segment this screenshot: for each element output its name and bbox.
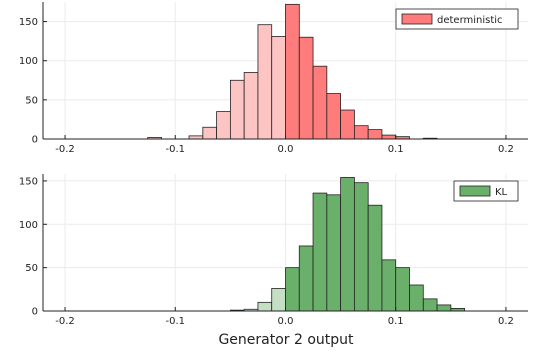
histogram-bar xyxy=(216,111,231,140)
x-tick-label: 0.0 xyxy=(278,316,294,327)
x-axis-label: Generator 2 output xyxy=(218,332,354,348)
y-tick-label: 0 xyxy=(32,135,38,146)
y-tick-label: 100 xyxy=(19,220,38,231)
legend-swatch xyxy=(459,185,491,197)
x-tick-label: -0.2 xyxy=(55,316,75,327)
x-tick-label: 0.1 xyxy=(388,144,404,155)
bottom-histogram-panel: -0.2 -0.1 0.0 0.1 0.2 0 50 100 150 KL xyxy=(19,174,528,327)
histogram-bar xyxy=(257,24,273,140)
histogram-bar xyxy=(271,36,286,140)
histogram-bar xyxy=(202,126,218,140)
histogram-bar xyxy=(257,301,273,312)
x-tick-label: 0.2 xyxy=(498,144,514,155)
histogram-bar xyxy=(340,109,355,140)
histogram-bar xyxy=(367,129,383,140)
y-tick-label: 0 xyxy=(32,307,38,318)
histogram-bar xyxy=(422,298,438,312)
histogram-bar xyxy=(409,284,424,312)
histogram-bar xyxy=(271,288,286,312)
x-tick-label: -0.2 xyxy=(55,144,75,155)
histogram-bar xyxy=(298,245,314,312)
legend-label: deterministic xyxy=(437,15,503,26)
legend: deterministic xyxy=(395,8,519,30)
histogram-bar xyxy=(436,304,452,312)
histogram-bar xyxy=(381,259,397,312)
histogram-bar xyxy=(381,134,397,140)
legend-label: KL xyxy=(495,187,508,198)
histogram-bar xyxy=(312,65,328,140)
histogram-bar xyxy=(312,192,328,312)
legend: KL xyxy=(453,180,519,202)
x-tick-label: -0.1 xyxy=(166,144,186,155)
histogram-bar xyxy=(353,125,369,140)
histogram-bar xyxy=(353,182,369,312)
histogram-bar xyxy=(326,194,342,312)
histogram-bar xyxy=(298,36,314,140)
histogram-bar xyxy=(367,204,383,312)
y-tick-label: 50 xyxy=(25,95,38,106)
histogram-bar xyxy=(229,79,245,140)
y-tick-label: 150 xyxy=(19,176,38,187)
histogram-bar xyxy=(285,267,300,312)
histogram-bar xyxy=(395,267,410,312)
y-tick-label: 50 xyxy=(25,263,38,274)
histogram-bar xyxy=(285,3,300,140)
x-tick-label: 0.1 xyxy=(388,316,404,327)
legend-swatch xyxy=(401,13,433,25)
y-tick-label: 100 xyxy=(19,56,38,67)
x-tick-label: 0.0 xyxy=(278,144,294,155)
histogram-bar xyxy=(326,93,342,140)
histogram-bar xyxy=(243,72,259,140)
x-tick-label: -0.1 xyxy=(166,316,186,327)
top-histogram-panel: -0.2 -0.1 0.0 0.1 0.2 0 50 100 150 deterministic xyxy=(19,2,528,155)
histogram-bar xyxy=(340,177,355,312)
y-tick-label: 150 xyxy=(19,17,38,28)
x-tick-label: 0.2 xyxy=(498,316,514,327)
